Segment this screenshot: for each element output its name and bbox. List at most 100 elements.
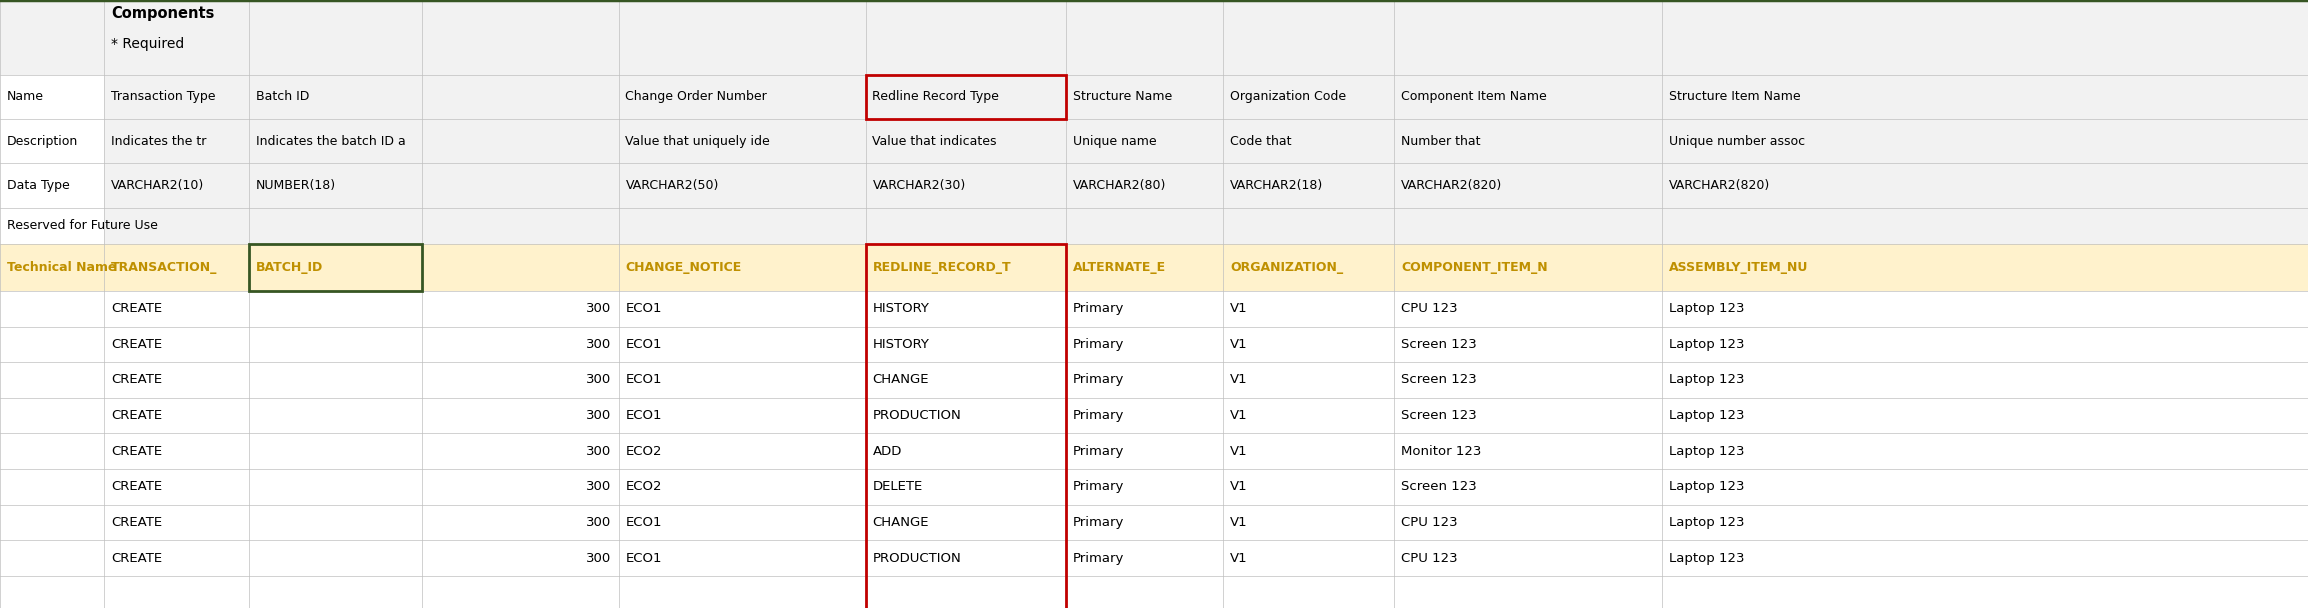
Bar: [1223, 326, 1394, 362]
Bar: [422, 362, 619, 398]
Bar: [0, 505, 104, 541]
Bar: [866, 244, 1066, 291]
Bar: [422, 469, 619, 505]
Bar: [866, 164, 1066, 207]
Bar: [0, 541, 104, 576]
Bar: [619, 541, 866, 576]
Text: HISTORY: HISTORY: [872, 338, 930, 351]
Bar: [104, 244, 249, 291]
Text: V1: V1: [1230, 551, 1249, 565]
Text: CHANGE: CHANGE: [872, 516, 928, 529]
Text: 300: 300: [586, 445, 612, 458]
Bar: [1223, 398, 1394, 434]
Bar: [422, 244, 619, 291]
Text: VARCHAR2(80): VARCHAR2(80): [1073, 179, 1166, 192]
Bar: [619, 434, 866, 469]
Bar: [1223, 75, 1394, 119]
Bar: [1066, 119, 1223, 164]
Text: Primary: Primary: [1073, 551, 1124, 565]
Text: Component Item Name: Component Item Name: [1401, 91, 1546, 103]
Bar: [619, 0, 866, 75]
Bar: [1394, 326, 1662, 362]
Text: Laptop 123: Laptop 123: [1669, 302, 1745, 315]
Bar: [619, 291, 866, 326]
Text: DELETE: DELETE: [872, 480, 923, 494]
Text: VARCHAR2(50): VARCHAR2(50): [625, 179, 718, 192]
Bar: [1223, 207, 1394, 244]
Bar: [0, 326, 104, 362]
Bar: [249, 0, 422, 75]
Text: ASSEMBLY_ITEM_NU: ASSEMBLY_ITEM_NU: [1669, 261, 1807, 274]
Bar: [249, 398, 422, 434]
Text: Structure Item Name: Structure Item Name: [1669, 91, 1800, 103]
Bar: [1223, 541, 1394, 576]
Bar: [249, 362, 422, 398]
Text: Laptop 123: Laptop 123: [1669, 516, 1745, 529]
Bar: [0, 469, 104, 505]
Text: Components: Components: [111, 6, 215, 21]
Bar: [1662, 541, 2308, 576]
Bar: [866, 75, 1066, 119]
Text: 300: 300: [586, 302, 612, 315]
Bar: [1394, 0, 1662, 75]
Text: CHANGE: CHANGE: [872, 373, 928, 387]
Bar: [104, 469, 249, 505]
Text: VARCHAR2(30): VARCHAR2(30): [872, 179, 965, 192]
Text: V1: V1: [1230, 516, 1249, 529]
Text: ECO1: ECO1: [625, 373, 662, 387]
Bar: [104, 0, 249, 75]
Bar: [104, 398, 249, 434]
Text: 300: 300: [586, 409, 612, 422]
Bar: [866, 362, 1066, 398]
Text: Screen 123: Screen 123: [1401, 338, 1477, 351]
Bar: [104, 291, 249, 326]
Text: NUMBER(18): NUMBER(18): [256, 179, 337, 192]
Text: REDLINE_RECORD_T: REDLINE_RECORD_T: [872, 261, 1011, 274]
Bar: [0, 244, 104, 291]
Text: CREATE: CREATE: [111, 409, 162, 422]
Bar: [866, 326, 1066, 362]
Text: VARCHAR2(18): VARCHAR2(18): [1230, 179, 1322, 192]
Bar: [1394, 291, 1662, 326]
Bar: [0, 434, 104, 469]
Text: ALTERNATE_E: ALTERNATE_E: [1073, 261, 1166, 274]
Text: Reserved for Future Use: Reserved for Future Use: [7, 219, 157, 232]
Bar: [1662, 75, 2308, 119]
Bar: [249, 207, 422, 244]
Bar: [1066, 291, 1223, 326]
Text: Laptop 123: Laptop 123: [1669, 409, 1745, 422]
Bar: [1066, 207, 1223, 244]
Text: CREATE: CREATE: [111, 302, 162, 315]
Bar: [619, 164, 866, 207]
Text: Screen 123: Screen 123: [1401, 373, 1477, 387]
Text: Indicates the batch ID a: Indicates the batch ID a: [256, 134, 406, 148]
Text: Value that indicates: Value that indicates: [872, 134, 997, 148]
Bar: [1223, 0, 1394, 75]
Text: CPU 123: CPU 123: [1401, 551, 1459, 565]
Bar: [422, 207, 619, 244]
Bar: [249, 326, 422, 362]
Text: Batch ID: Batch ID: [256, 91, 309, 103]
Bar: [619, 505, 866, 541]
Bar: [249, 244, 422, 291]
Bar: [422, 119, 619, 164]
Bar: [104, 207, 249, 244]
Text: Indicates the tr: Indicates the tr: [111, 134, 205, 148]
Bar: [0, 119, 104, 164]
Text: ECO2: ECO2: [625, 445, 662, 458]
Bar: [1066, 505, 1223, 541]
Text: CREATE: CREATE: [111, 516, 162, 529]
Text: Transaction Type: Transaction Type: [111, 91, 215, 103]
Bar: [422, 541, 619, 576]
Bar: [1066, 434, 1223, 469]
Bar: [249, 164, 422, 207]
Text: Laptop 123: Laptop 123: [1669, 373, 1745, 387]
Bar: [249, 505, 422, 541]
Text: VARCHAR2(820): VARCHAR2(820): [1669, 179, 1770, 192]
Text: Primary: Primary: [1073, 445, 1124, 458]
Bar: [619, 119, 866, 164]
Bar: [1662, 362, 2308, 398]
Bar: [1223, 291, 1394, 326]
Text: ECO1: ECO1: [625, 409, 662, 422]
Text: COMPONENT_ITEM_N: COMPONENT_ITEM_N: [1401, 261, 1549, 274]
